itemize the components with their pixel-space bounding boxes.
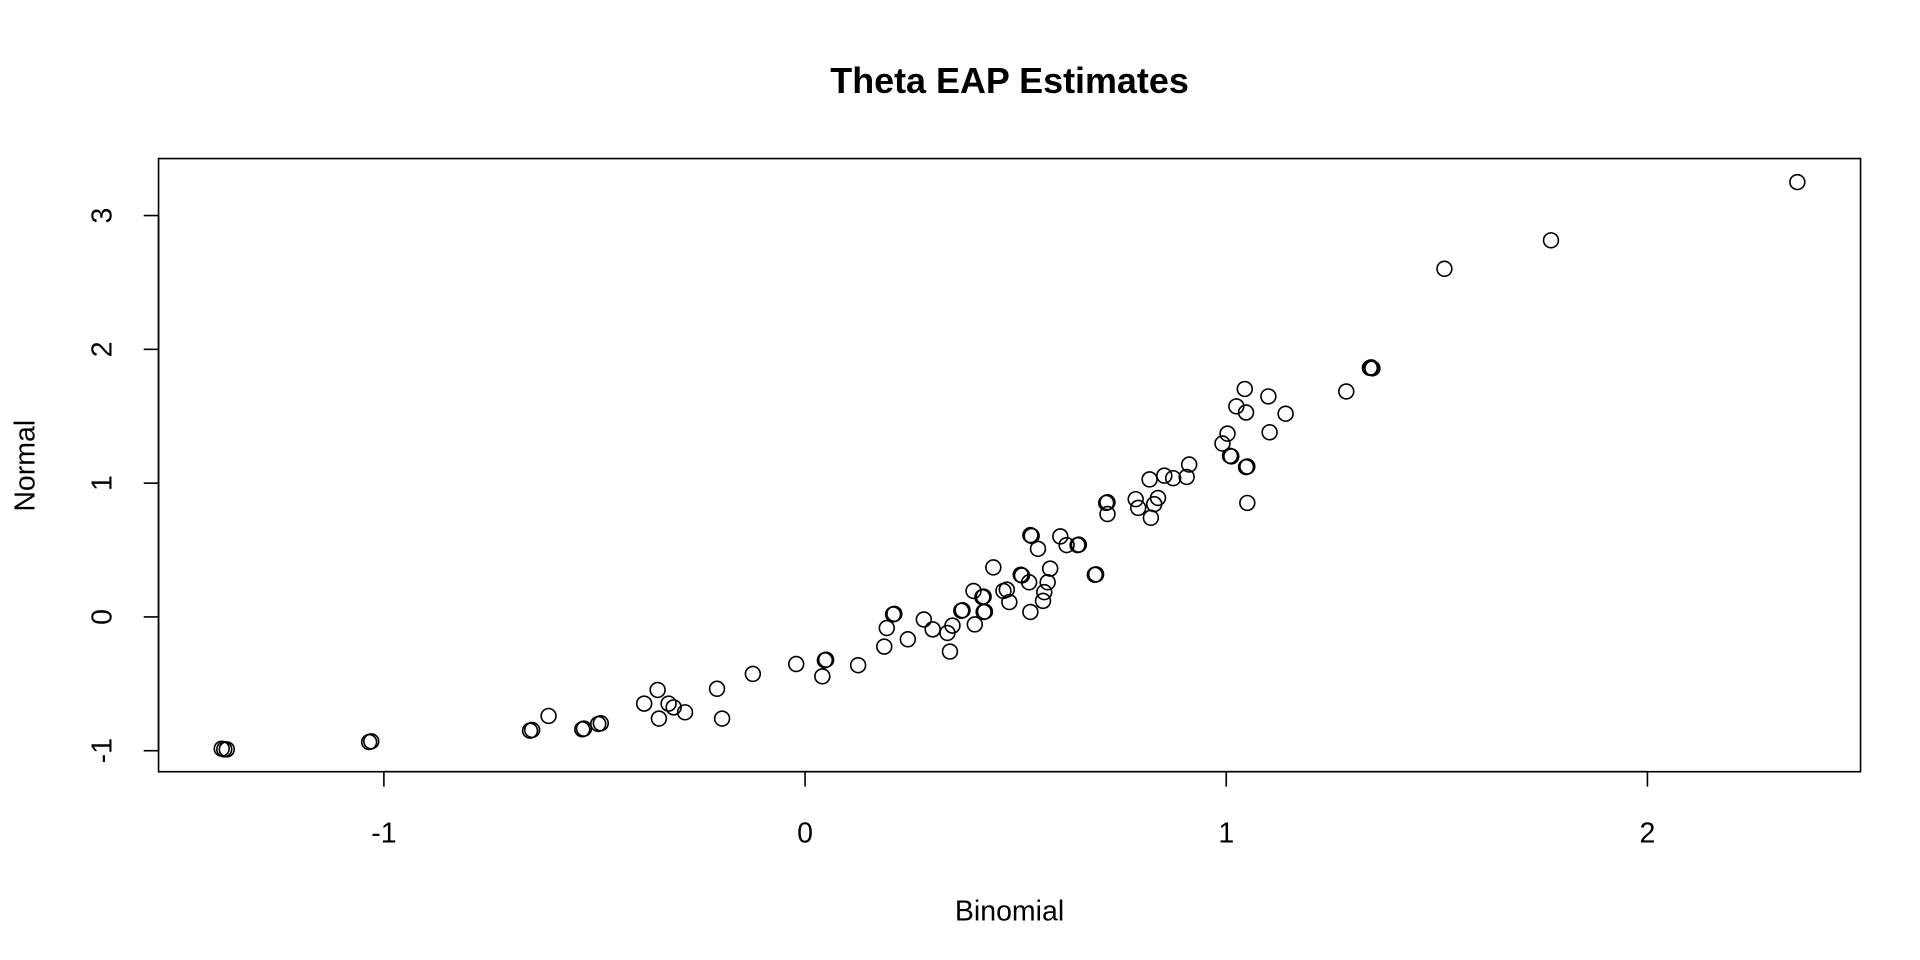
data-point xyxy=(1034,592,1052,610)
data-point xyxy=(363,733,380,750)
data-point xyxy=(665,699,682,716)
data-point xyxy=(1364,360,1381,377)
plot-area-frame xyxy=(157,157,1862,773)
data-point xyxy=(708,680,726,698)
data-point xyxy=(650,710,668,727)
data-point xyxy=(915,611,933,628)
data-point xyxy=(941,643,959,660)
data-point xyxy=(1099,505,1116,523)
data-point xyxy=(1058,536,1075,554)
data-point xyxy=(1178,468,1195,486)
data-point xyxy=(944,617,961,634)
data-point xyxy=(1127,490,1144,508)
data-point xyxy=(1099,494,1116,511)
data-point xyxy=(676,704,694,721)
data-point xyxy=(1164,469,1182,487)
data-point xyxy=(540,707,557,725)
y-tick-label: 2 xyxy=(86,341,118,357)
data-point xyxy=(649,681,666,699)
data-point xyxy=(1214,435,1231,452)
data-point xyxy=(1239,494,1256,512)
data-point xyxy=(985,559,1002,576)
x-tick-label: 0 xyxy=(797,817,813,849)
data-point xyxy=(213,740,230,757)
data-point xyxy=(1277,405,1294,422)
data-point xyxy=(1237,404,1255,421)
data-point xyxy=(1228,398,1245,415)
y-tick-label: 3 xyxy=(86,208,118,224)
data-point xyxy=(1142,509,1160,527)
x-tick-label: 2 xyxy=(1640,817,1656,849)
y-axis: -1 0 1 2 3 xyxy=(86,208,160,763)
y-tick-label: 0 xyxy=(86,609,118,625)
data-point xyxy=(1223,448,1240,465)
data-point xyxy=(787,655,805,673)
data-point xyxy=(635,695,653,712)
data-point xyxy=(1052,528,1069,545)
data-point xyxy=(523,721,541,739)
data-point xyxy=(1542,232,1560,249)
data-point xyxy=(966,616,984,633)
data-point xyxy=(1261,424,1278,441)
data-point xyxy=(954,601,971,619)
data-point xyxy=(1219,425,1236,442)
x-tick-label: 1 xyxy=(1218,817,1234,849)
data-point xyxy=(965,582,982,600)
data-point xyxy=(1338,383,1355,400)
data-point xyxy=(976,603,994,620)
y-tick-label: -1 xyxy=(86,738,118,763)
data-point xyxy=(899,631,917,648)
y-axis-label: Normal xyxy=(10,420,42,512)
data-point xyxy=(1029,540,1047,558)
data-point xyxy=(814,668,831,685)
data-point xyxy=(924,621,941,638)
data-point xyxy=(744,665,762,683)
data-point xyxy=(1236,380,1254,398)
data-point xyxy=(1020,574,1038,591)
data-point xyxy=(1239,458,1256,475)
data-point xyxy=(1023,527,1040,545)
data-point xyxy=(575,720,593,737)
data-point xyxy=(1436,260,1453,278)
data-point xyxy=(1022,603,1039,621)
data-point xyxy=(1129,499,1147,517)
data-point xyxy=(817,651,835,668)
data-points xyxy=(213,173,1806,758)
data-point xyxy=(998,581,1016,598)
data-point xyxy=(1070,536,1088,553)
data-point xyxy=(1180,456,1198,473)
y-tick-label: 1 xyxy=(86,475,118,491)
data-point xyxy=(1039,574,1056,591)
data-point xyxy=(1141,471,1158,488)
chart-title: Theta EAP Estimates xyxy=(830,60,1189,101)
data-point xyxy=(1789,173,1806,191)
data-point xyxy=(1149,489,1167,507)
data-point xyxy=(660,695,677,712)
data-point xyxy=(878,619,896,637)
data-point xyxy=(1087,566,1105,583)
data-point xyxy=(1001,593,1018,611)
data-point xyxy=(1362,359,1380,376)
data-point xyxy=(876,638,893,655)
data-point xyxy=(849,656,867,674)
data-point xyxy=(886,605,903,623)
data-point xyxy=(1036,583,1053,601)
data-point xyxy=(1041,560,1059,577)
data-point xyxy=(1260,388,1277,405)
data-point xyxy=(218,741,236,758)
data-point xyxy=(592,715,610,732)
data-point xyxy=(713,710,731,727)
x-axis-label: Binomial xyxy=(955,895,1064,927)
x-tick-label: -1 xyxy=(371,817,396,849)
x-axis: -1 0 1 2 xyxy=(371,770,1656,849)
data-point xyxy=(1156,467,1173,484)
